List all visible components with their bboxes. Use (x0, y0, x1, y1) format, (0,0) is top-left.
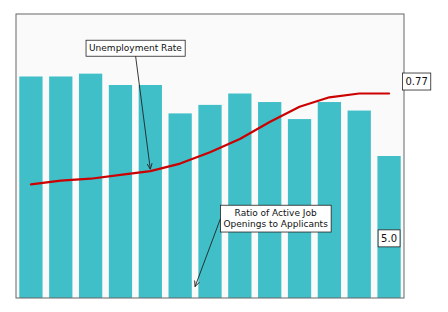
annotation-group: Ratio of Active JobOpenings to Applicant… (220, 205, 331, 232)
annotation-box (402, 73, 430, 90)
bar (169, 113, 192, 298)
annotation-group: 0.77 (402, 73, 430, 90)
annotation: Unemployment Rate (89, 43, 182, 53)
annotation-line: Unemployment Rate (89, 43, 182, 53)
line (31, 94, 389, 185)
bar (79, 74, 102, 298)
bar (258, 102, 281, 298)
annotation-box (378, 230, 400, 247)
annotation-line: 0.77 (405, 76, 427, 87)
annotation-line: 5.0 (381, 233, 397, 244)
bar (49, 76, 72, 298)
bar (228, 94, 251, 298)
annotation-box (86, 40, 185, 56)
bar (139, 85, 162, 298)
marks (19, 74, 400, 298)
plot-area (16, 14, 404, 298)
plot-frame (16, 14, 404, 298)
annotation: 0.77 (405, 76, 427, 87)
bar (348, 111, 371, 298)
bar (109, 85, 132, 298)
annotation-group: 5.0 (378, 230, 400, 247)
annotation-arrow (136, 56, 151, 169)
bar (19, 76, 42, 298)
annotation-group: Unemployment Rate (86, 40, 185, 56)
annotation: 5.0 (381, 233, 397, 244)
annotation-line: Openings to Applicants (223, 219, 328, 229)
annotation: Ratio of Active JobOpenings to Applicant… (223, 208, 328, 229)
bar (318, 102, 341, 298)
annotation-arrow (195, 219, 220, 287)
bar (377, 156, 400, 298)
chart: Unemployment Rate Ratio of Active JobOpen… (0, 0, 448, 312)
annotation-line: Ratio of Active Job (235, 208, 317, 218)
annotation-box (220, 205, 331, 232)
